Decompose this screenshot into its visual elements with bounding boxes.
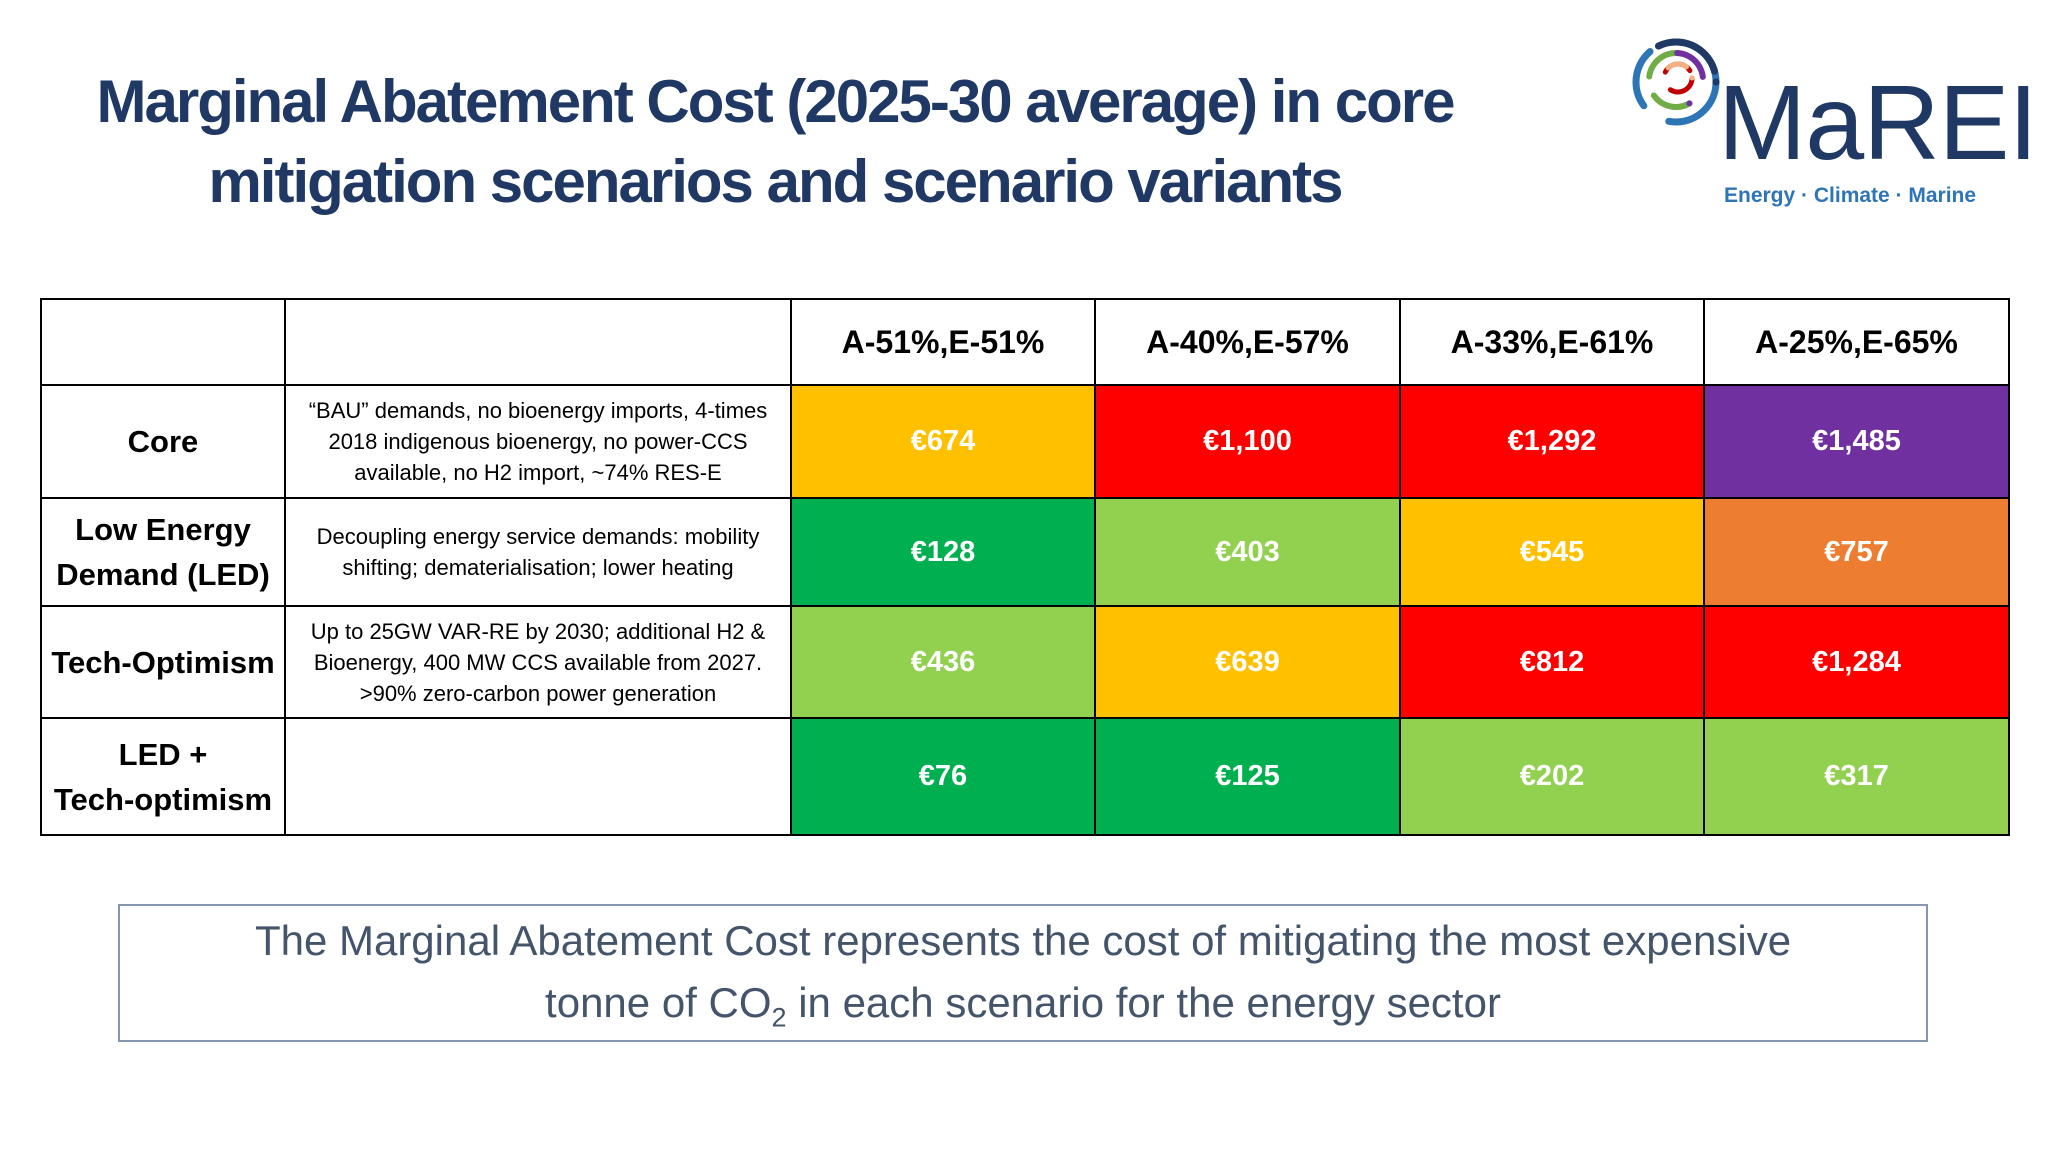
row-label-line: Demand (LED) [56,557,270,592]
row-description-line: available, no H2 import, ~74% RES-E [354,460,722,485]
row-label: Low Energy Demand (LED) [40,497,286,607]
row-description-line: >90% zero-carbon power generation [359,680,717,706]
cost-cell: €1,100 [1094,384,1401,499]
cost-cell: €125 [1094,717,1401,836]
cost-cell: €76 [790,717,1096,836]
table-row: Core “BAU” demands, no bioenergy imports… [40,384,2010,499]
slide-title-line-2: mitigation scenarios and scenario varian… [208,148,1343,215]
column-header: A-33%,E-61% [1399,298,1705,386]
cost-cell: €674 [790,384,1096,499]
cost-cell: €812 [1399,605,1705,719]
cost-cell: €1,485 [1703,384,2010,499]
cost-cell: €128 [790,497,1096,607]
cost-cell: €403 [1094,497,1401,607]
cost-cell: €639 [1094,605,1401,719]
definition-note: The Marginal Abatement Cost represents t… [118,904,1928,1042]
row-description-line: Up to 25GW VAR-RE by 2030; additional H2… [310,618,766,644]
slide-title: Marginal Abatement Cost (2025-30 average… [50,62,1500,222]
row-description-line: Bioenergy, 400 MW CCS available from 202… [313,649,763,675]
cost-cell: €202 [1399,717,1705,836]
row-description-line: “BAU” demands, no bioenergy imports, 4-t… [308,398,768,423]
row-label-line: LED + [118,736,208,772]
note-line-2-start: tonne of CO [545,979,772,1026]
logo-wordmark: MaREI [1718,64,2038,182]
row-label: Core [40,384,286,499]
column-header: A-51%,E-51% [790,298,1096,386]
row-description-line: 2018 indigenous bioenergy, no power-CCS [328,429,748,454]
corner-cell [40,298,286,386]
row-label-line: Core [127,424,199,459]
description-header-cell [284,298,792,386]
slide-title-line-1: Marginal Abatement Cost (2025-30 average… [96,68,1456,135]
row-description-line: shifting; dematerialisation; lower heati… [342,555,734,580]
note-line-2-end: in each scenario for the energy sector [786,979,1501,1026]
row-label-line: Tech-optimism [53,781,273,817]
column-header: A-25%,E-65% [1703,298,2010,386]
cost-cell: €545 [1399,497,1705,607]
row-description: Up to 25GW VAR-RE by 2030; additional H2… [284,605,792,719]
table-row: Tech-Optimism Up to 25GW VAR-RE by 2030;… [40,605,2010,719]
cost-cell: €1,284 [1703,605,2010,719]
row-description: “BAU” demands, no bioenergy imports, 4-t… [284,384,792,499]
table-header-row: A-51%,E-51% A-40%,E-57% A-33%,E-61% A-25… [40,298,2010,386]
marei-logo: MaREI Energy · Climate · Marine [1620,20,2038,207]
mac-table: A-51%,E-51% A-40%,E-57% A-33%,E-61% A-25… [40,298,2010,836]
row-description [284,717,792,836]
row-description: Decoupling energy service demands: mobil… [284,497,792,607]
cost-cell: €436 [790,605,1096,719]
co2-subscript: 2 [771,1002,787,1033]
row-description-line: Decoupling energy service demands: mobil… [316,524,760,549]
row-label-line: Low Energy [75,512,251,547]
marei-rings-icon [1632,38,1720,126]
row-label: Tech-Optimism [40,605,286,719]
cost-cell: €317 [1703,717,2010,836]
table-row: Low Energy Demand (LED) Decoupling energ… [40,497,2010,607]
cost-cell: €757 [1703,497,2010,607]
table-row: LED + Tech-optimism €76 €125 €202 €317 [40,717,2010,836]
note-line-2: tonne of CO2 in each scenario for the en… [120,972,1926,1034]
cost-cell: €1,292 [1399,384,1705,499]
row-label: LED + Tech-optimism [40,717,286,836]
logo-tagline: Energy · Climate · Marine [1724,184,1977,207]
column-header: A-40%,E-57% [1094,298,1401,386]
note-line-1: The Marginal Abatement Cost represents t… [254,917,1792,964]
row-label-line: Tech-Optimism [51,644,275,680]
